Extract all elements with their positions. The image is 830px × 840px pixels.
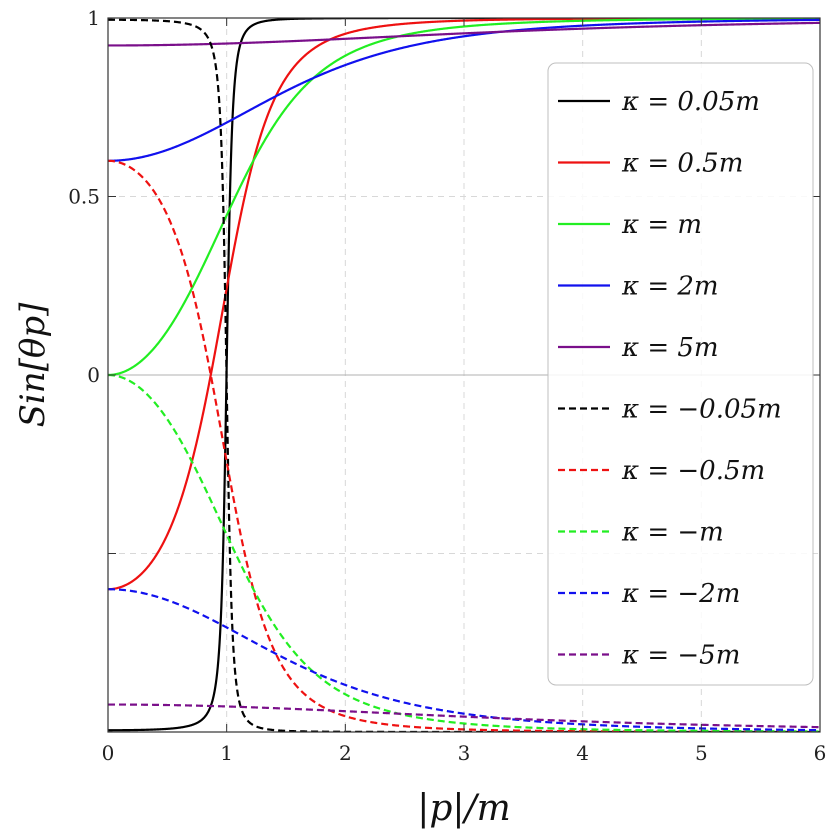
legend: κ = 0.05m κ = 0.5m κ = m κ = 2m κ = 5m κ = −0…: [547, 62, 814, 686]
x-tick-label: 5: [695, 741, 708, 765]
legend-label-1: κ = 0.05m: [621, 87, 760, 117]
x-tick-label: 2: [339, 741, 352, 765]
y-axis-title: Sin[θp]: [13, 302, 53, 428]
x-tick-label: 0: [102, 741, 115, 765]
y-tick-label: 1: [87, 6, 100, 30]
x-axis-title: |p|/m: [417, 788, 511, 829]
legend-label-9: κ = −2m: [621, 579, 740, 609]
ticks: 0 1 2 3 4 5 6 1 0.5 0: [68, 6, 826, 765]
legend-label-5: κ = 5m: [621, 333, 719, 363]
legend-label-2: κ = 0.5m: [621, 149, 743, 179]
legend-label-4: κ = 2m: [621, 272, 719, 302]
axis-titles: |p|/m Sin[θp]: [13, 302, 511, 829]
legend-label-7: κ = −0.5m: [621, 456, 765, 486]
legend-label-3: κ = m: [621, 210, 702, 240]
series-line-10: [108, 703, 820, 729]
series-line-6: [108, 18, 820, 732]
y-tick-label: 0.5: [68, 185, 100, 209]
series-line-8: [108, 373, 820, 732]
x-tick-label: 1: [220, 741, 233, 765]
legend-box: [547, 62, 814, 686]
legend-label-8: κ = −m: [621, 518, 724, 548]
legend-label-10: κ = −5m: [621, 641, 740, 671]
x-tick-label: 6: [814, 741, 827, 765]
x-tick-label: 4: [576, 741, 589, 765]
y-tick-label: 0: [87, 363, 100, 387]
x-tick-label: 3: [458, 741, 471, 765]
legend-label-6: κ = −0.05m: [621, 395, 782, 425]
